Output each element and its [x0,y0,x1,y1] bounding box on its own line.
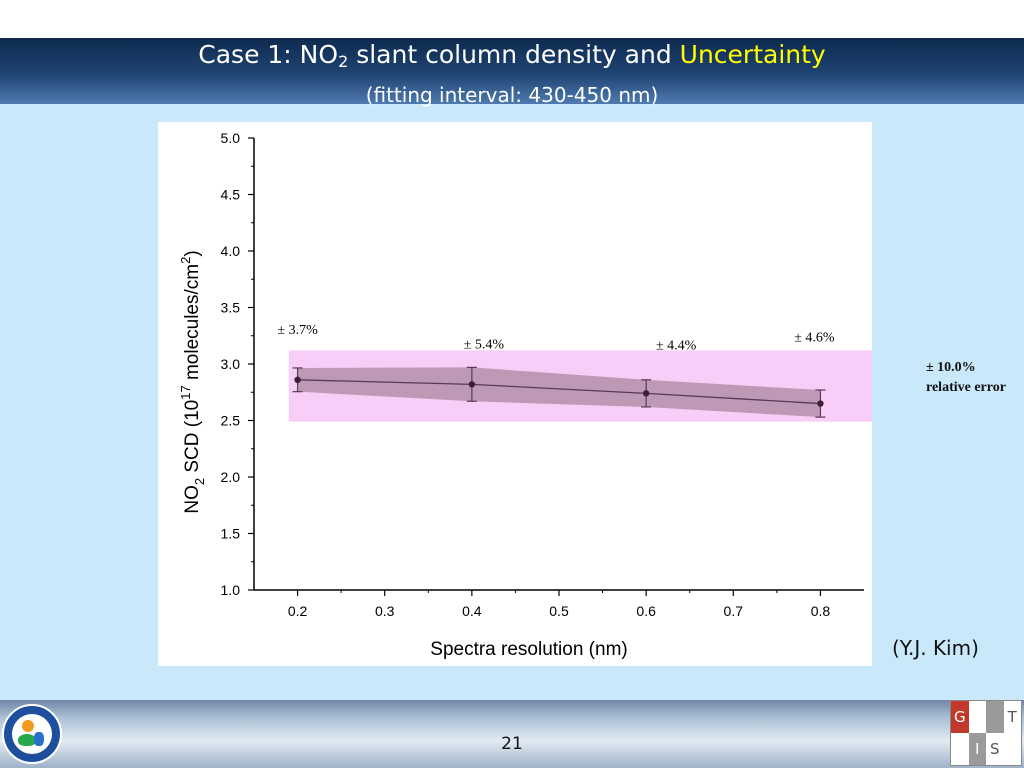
title-highlight: Uncertainty [679,40,826,69]
header-band [0,38,1024,104]
footer-band [0,700,1024,768]
y-tick-label: 3.5 [221,300,241,316]
data-point [468,381,476,388]
y-tick-label: 2.5 [221,413,241,429]
top-strip [0,0,1024,38]
data-point [642,390,650,397]
uncertainty-label: ± 4.6% [794,331,835,346]
relative-error-label: relative error [926,380,1006,395]
no2-scd-chart: 1.0 1.5 2.0 2.5 3.0 3.5 4.0 4.5 5.0 0.2 0.3 0.4 0.5 0… [178,130,872,660]
uncertainty-label: ± 3.7% [277,323,318,338]
y-tick-label: 4.0 [221,243,241,259]
uncertainty-band [297,367,821,418]
chart-panel: 1.0 1.5 2.0 2.5 3.0 3.5 4.0 4.5 5.0 0.2 0.3 0.4 0.5 0… [158,122,872,666]
relative-error-note: ± 10.0% relative error [926,358,1006,398]
y-tick-label: 5.0 [221,130,241,146]
series-line [297,379,821,405]
y-tick-label: 1.0 [221,582,241,598]
y-axis-label: NO2 SCD (1017 molecules/cm2) [178,250,207,513]
gist-logo-letter: S [989,740,1000,758]
relative-error-value: ± 10.0% [926,360,976,375]
slide-subtitle: (fitting interval: 430-450 nm) [365,83,659,107]
y-tick-label: 1.5 [221,526,241,542]
author-credit: (Y.J. Kim) [892,636,979,660]
gist-logo-letter: I [968,733,986,765]
uncertainty-label: ± 5.4% [464,337,505,352]
gist-logo-letter: T [1007,708,1017,726]
y-tick-label: 2.0 [221,469,241,485]
gist-logo: G T I S [950,700,1022,766]
data-point [817,400,824,407]
x-tick-label: 0.2 [288,603,308,619]
y-tick-label: 4.5 [221,187,241,203]
page-number: 21 [501,734,523,754]
x-axis-label: Spectra resolution (nm) [430,639,627,660]
y-tick-label: 3.0 [221,356,241,372]
x-tick-label: 0.4 [462,603,482,619]
x-tick-label: 0.6 [636,603,656,619]
gist-logo-letter: G [951,701,969,733]
uncertainty-label: ± 4.4% [656,338,697,353]
x-tick-label: 0.8 [811,603,831,619]
x-tick-label: 0.5 [549,603,569,619]
x-tick-label: 0.7 [724,603,744,619]
x-tick-label: 0.3 [375,603,395,619]
slide-title: Case 1: NO2 slant column density and Unc… [198,40,826,71]
data-point [294,376,301,384]
institute-logo [2,704,62,764]
